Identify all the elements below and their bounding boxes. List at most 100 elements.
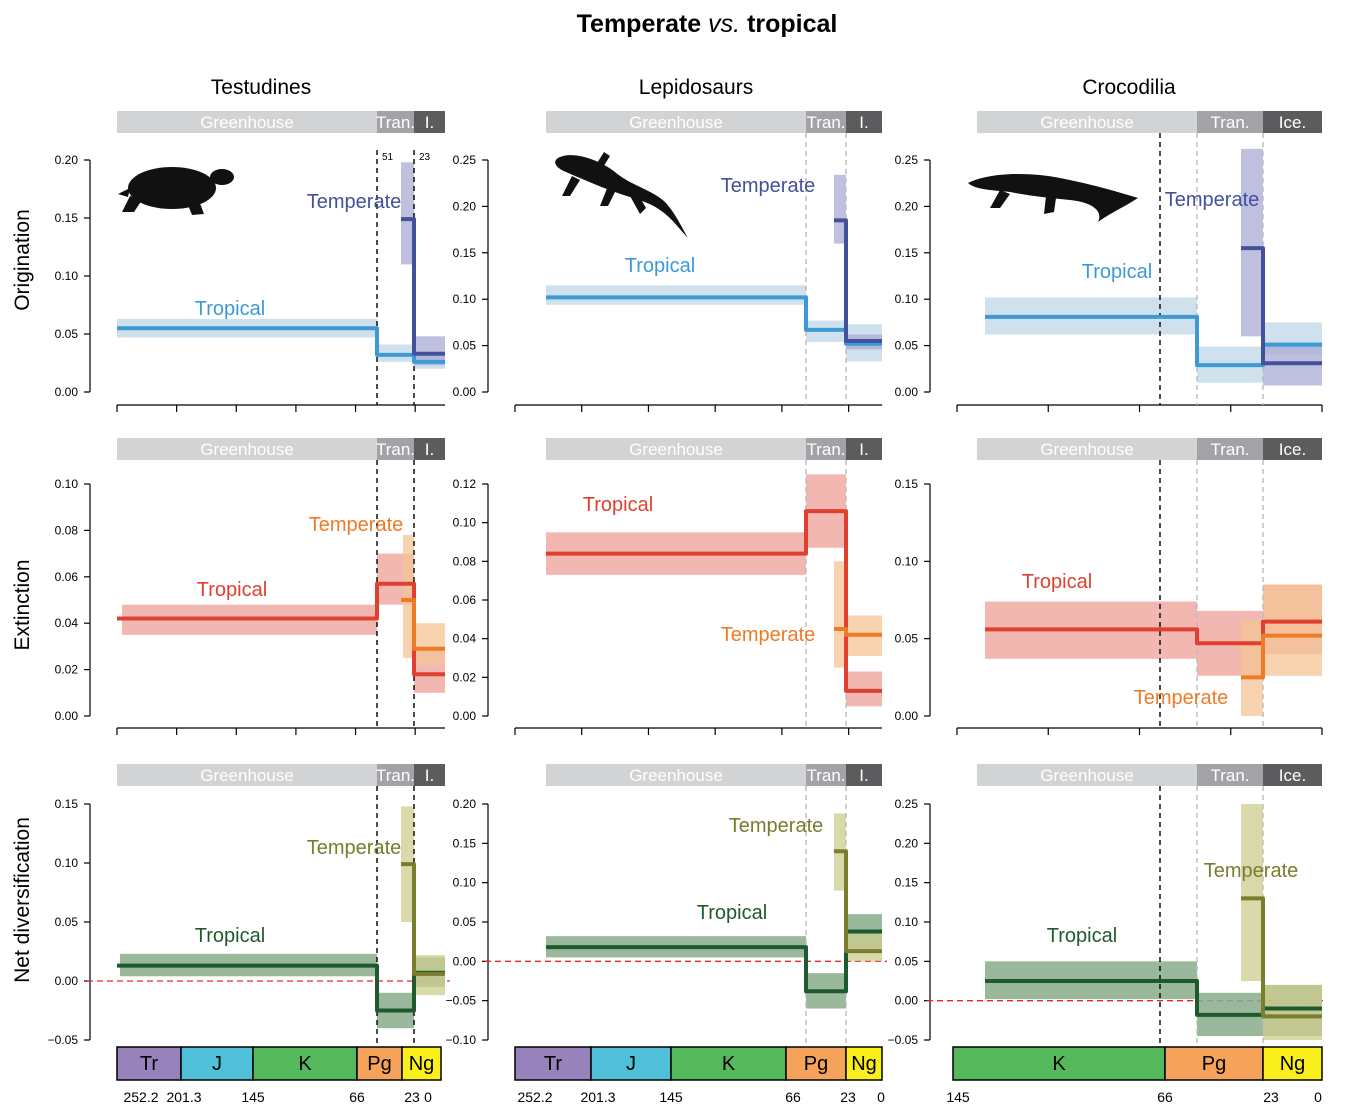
y-tick-label: 0.10 xyxy=(895,554,919,568)
climate-label: I. xyxy=(425,766,434,785)
y-tick-label: 0.08 xyxy=(453,554,477,568)
y-tick-label: −0.05 xyxy=(48,1033,79,1047)
y-tick-label: 0.05 xyxy=(895,954,919,968)
climate-label: Tran. xyxy=(806,766,845,785)
y-tick-label: 0.10 xyxy=(55,477,79,491)
y-tick-label: 0.06 xyxy=(453,593,477,607)
age-tick-label: 23 xyxy=(1263,1089,1279,1105)
age-tick-label: 23 xyxy=(404,1089,420,1105)
y-tick-label: 0.20 xyxy=(453,199,477,213)
temperate-credible-band xyxy=(834,561,846,668)
temperate-credible-band xyxy=(834,174,846,244)
temperate-credible-band xyxy=(1241,804,1263,981)
climate-label: Greenhouse xyxy=(629,113,723,132)
climate-bar-segment xyxy=(546,111,806,133)
climate-label: I. xyxy=(425,113,434,132)
chart-panel: Greenhouse Tran. I. 0.00 0.05 0.10 0.15 0.20 Tro… xyxy=(55,111,445,412)
chart-panel: Greenhouse Tran. Ice. −0.05 0.00 0.05 0.10 0.15… xyxy=(888,764,1327,1047)
climate-bar-segment xyxy=(1263,764,1322,786)
period-label: K xyxy=(298,1053,312,1075)
period-label: Ng xyxy=(851,1053,877,1075)
y-tick-label: 0.10 xyxy=(453,516,477,530)
climate-bar-segment xyxy=(414,764,445,786)
tropical-series-label: Tropical xyxy=(1022,571,1092,593)
period-box xyxy=(356,1046,403,1081)
figure-title: Temperate vs. tropical xyxy=(577,10,838,38)
y-tick-label: 0.05 xyxy=(895,339,919,353)
y-tick-label: 0.00 xyxy=(55,709,79,723)
age-tick-label: 145 xyxy=(241,1089,265,1105)
period-label: Pg xyxy=(1202,1053,1226,1075)
period-label: Ng xyxy=(1280,1053,1306,1075)
tropical-series-label: Tropical xyxy=(697,902,767,924)
climate-label: Greenhouse xyxy=(200,440,294,459)
tropical-series-label: Tropical xyxy=(195,298,265,320)
climate-bar-segment xyxy=(977,438,1197,460)
y-tick-label: 0.20 xyxy=(895,199,919,213)
tropical-series-line xyxy=(117,326,445,364)
age-tick-label: 23 xyxy=(840,1089,856,1105)
temperate-credible-band xyxy=(1241,620,1263,716)
tropical-series-label: Tropical xyxy=(625,255,695,277)
geologic-timescale: Tr J K Pg Ng 252.2 201.3 145 66 23 0 xyxy=(514,1046,885,1105)
temperate-series-label: Temperate xyxy=(729,815,824,837)
climate-label: Tran. xyxy=(376,440,415,459)
tropical-series-label: Tropical xyxy=(195,925,265,947)
period-label: J xyxy=(626,1053,636,1075)
boundary-label: 23 xyxy=(419,152,431,163)
climate-label: I. xyxy=(859,766,868,785)
y-tick-label: 0.15 xyxy=(895,477,919,491)
y-tick-label: 0.10 xyxy=(55,856,79,870)
age-tick-label: 252.2 xyxy=(123,1089,158,1105)
period-label: Pg xyxy=(804,1053,828,1075)
y-tick-label: 0.00 xyxy=(55,974,79,988)
y-tick-label: 0.15 xyxy=(55,797,79,811)
age-tick-label: 201.3 xyxy=(166,1089,201,1105)
period-box xyxy=(401,1046,442,1081)
climate-label: I. xyxy=(425,440,434,459)
period-label: Tr xyxy=(544,1053,562,1075)
row-title-extinction: Extinction xyxy=(11,559,34,650)
tropical-credible-band xyxy=(546,285,806,305)
chart-panel: Greenhouse Tran. Ice. 0.00 0.05 0.10 0.15 0.20 0… xyxy=(895,111,1323,412)
y-tick-label: 0.20 xyxy=(453,797,477,811)
climate-bar-segment xyxy=(414,111,445,133)
climate-label: I. xyxy=(859,113,868,132)
y-tick-label: −0.05 xyxy=(446,994,477,1008)
y-tick-label: 0.15 xyxy=(55,211,79,225)
tropical-series-label: Tropical xyxy=(1047,925,1117,947)
age-tick-label: 66 xyxy=(785,1089,801,1105)
climate-label: Greenhouse xyxy=(200,766,294,785)
climate-label: Ice. xyxy=(1279,766,1306,785)
climate-bar-segment xyxy=(414,438,445,460)
period-box xyxy=(1164,1046,1264,1081)
age-tick-label: 66 xyxy=(349,1089,365,1105)
temperate-series-line xyxy=(1241,246,1322,366)
geologic-timescale: K Pg Ng 145 66 23 0 xyxy=(946,1046,1323,1105)
climate-label: Greenhouse xyxy=(1040,440,1134,459)
climate-bar-segment xyxy=(377,438,414,460)
y-tick-label: 0.10 xyxy=(453,876,477,890)
age-tick-label: 252.2 xyxy=(517,1089,552,1105)
crocodile-silhouette-icon xyxy=(968,173,1138,222)
y-tick-label: 0.05 xyxy=(55,915,79,929)
chart-panel: Greenhouse Tran. I. 0.00 0.02 0.04 0.06 0.08 0.1… xyxy=(55,438,445,735)
temperate-credible-band xyxy=(1263,584,1322,676)
climate-label: Greenhouse xyxy=(629,440,723,459)
climate-bar-segment xyxy=(846,438,882,460)
climate-bar-segment xyxy=(806,438,846,460)
temperate-series-line xyxy=(834,627,882,637)
y-tick-label: 0.02 xyxy=(55,663,79,677)
climate-bar-segment xyxy=(846,111,882,133)
temperate-series-line xyxy=(1241,896,1322,1019)
temperate-credible-band xyxy=(846,933,882,962)
y-tick-label: 0.00 xyxy=(895,994,919,1008)
temperate-credible-band xyxy=(414,623,445,665)
age-tick-label: 0 xyxy=(424,1089,432,1105)
climate-bar-segment xyxy=(977,111,1197,133)
y-tick-label: 0.04 xyxy=(453,632,477,646)
y-tick-label: 0.02 xyxy=(453,670,477,684)
turtle-silhouette-icon xyxy=(118,167,234,215)
temperate-series-line xyxy=(401,598,445,651)
